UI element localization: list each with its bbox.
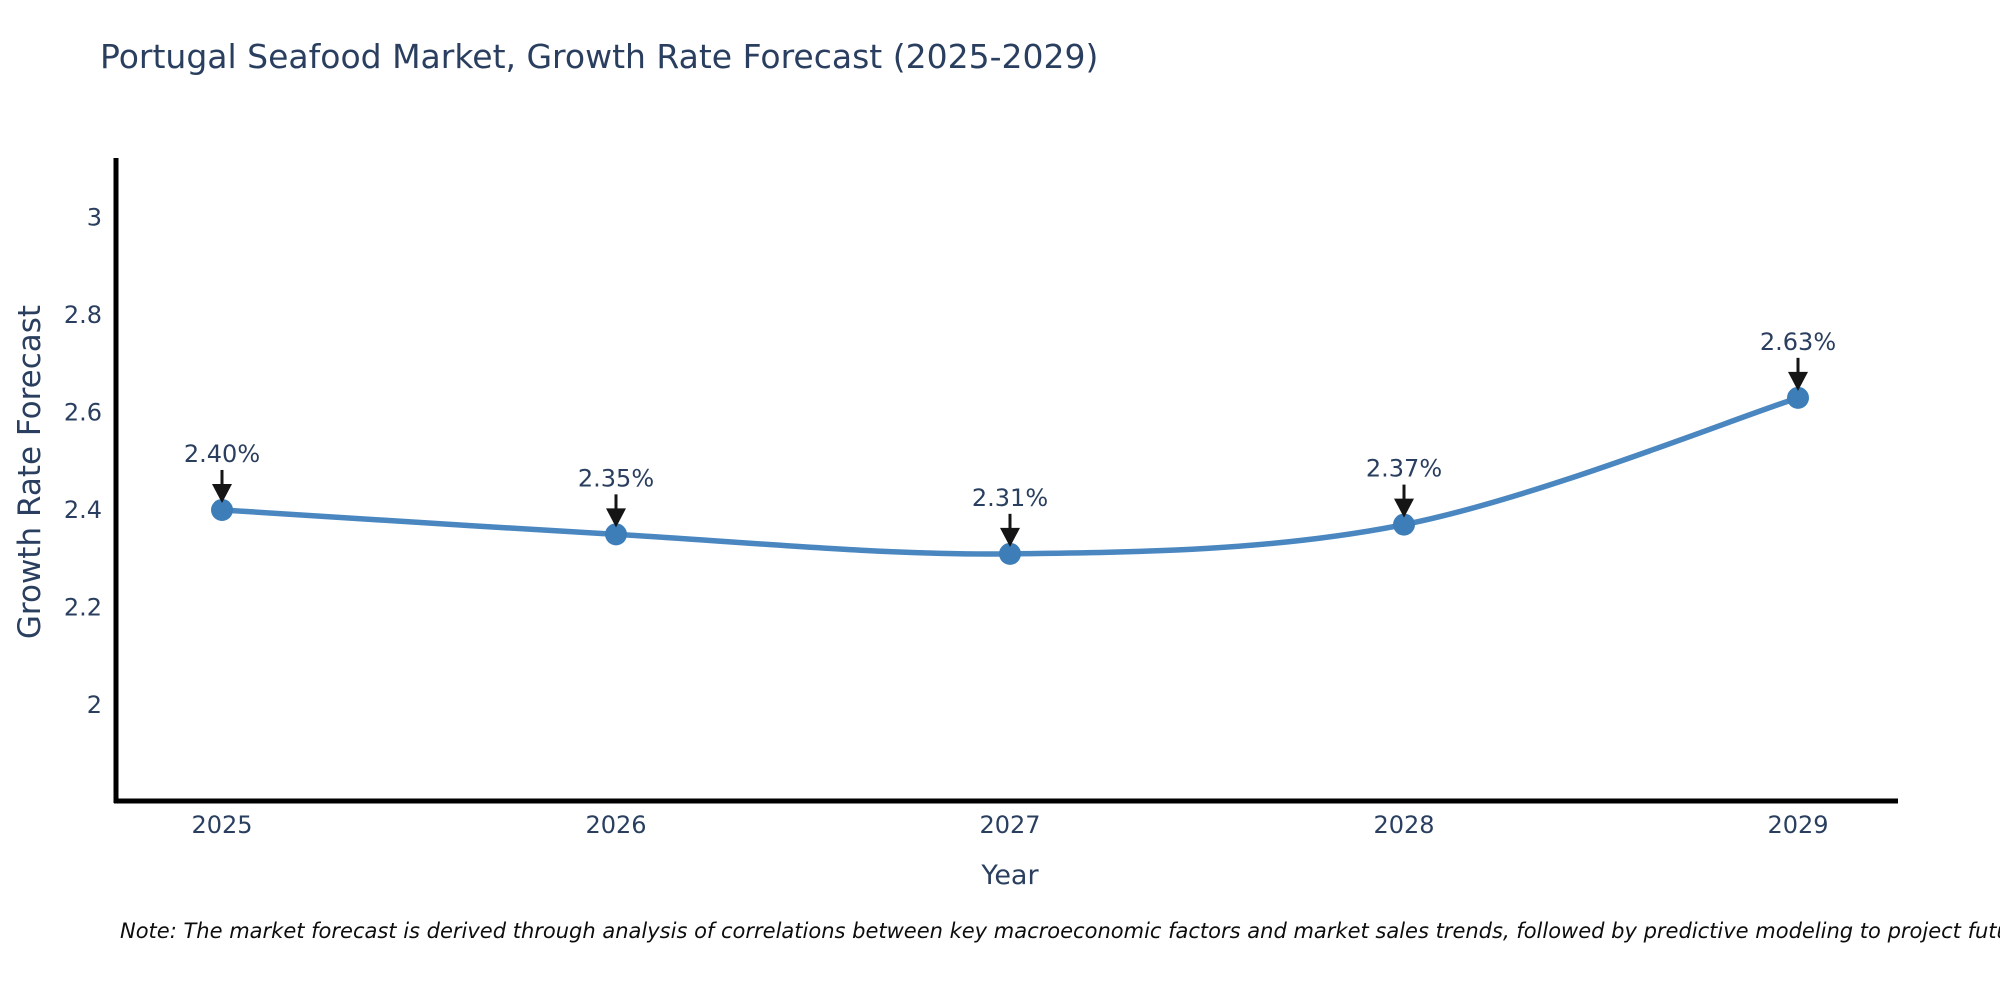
y-axis-title: Growth Rate Forecast: [12, 305, 48, 639]
data-point: [999, 542, 1021, 565]
y-tick-label: 2.8: [64, 301, 102, 329]
point-value-label: 2.63%: [1760, 328, 1836, 356]
annotation-arrow-head: [1000, 527, 1020, 547]
point-value-label: 2.31%: [972, 484, 1048, 512]
annotation-arrow-head: [212, 483, 232, 503]
x-tick-label: 2027: [979, 811, 1040, 839]
data-point: [605, 523, 627, 546]
annotation-arrow-head: [1394, 498, 1414, 518]
x-axis-title: Year: [980, 860, 1039, 891]
y-tick-label: 3: [87, 203, 102, 231]
y-tick-label: 2.2: [64, 593, 102, 621]
data-point: [1393, 513, 1415, 536]
annotation-arrow-head: [1788, 371, 1808, 391]
y-tick-label: 2.4: [64, 496, 102, 524]
y-tick-label: 2: [87, 691, 102, 719]
point-value-label: 2.37%: [1366, 455, 1442, 483]
footnote: Note: The market forecast is derived thr…: [120, 919, 2000, 943]
x-tick-label: 2025: [191, 811, 252, 839]
annotation-arrow-head: [606, 508, 626, 528]
data-point: [211, 498, 233, 521]
plot-area: 2 2.2 2.4 2.6 2.8 3 2025 2026 2027 2028 2029 2.40% 2…: [64, 158, 1898, 839]
x-tick-label: 2028: [1373, 811, 1434, 839]
data-point: [1787, 386, 1809, 409]
chart-title: Portugal Seafood Market, Growth Rate For…: [100, 37, 1098, 76]
y-tick-label: 2.6: [64, 398, 102, 426]
x-tick-label: 2026: [585, 811, 646, 839]
point-value-label: 2.35%: [578, 464, 654, 492]
point-value-label: 2.40%: [184, 440, 260, 468]
x-tick-label: 2029: [1767, 811, 1828, 839]
